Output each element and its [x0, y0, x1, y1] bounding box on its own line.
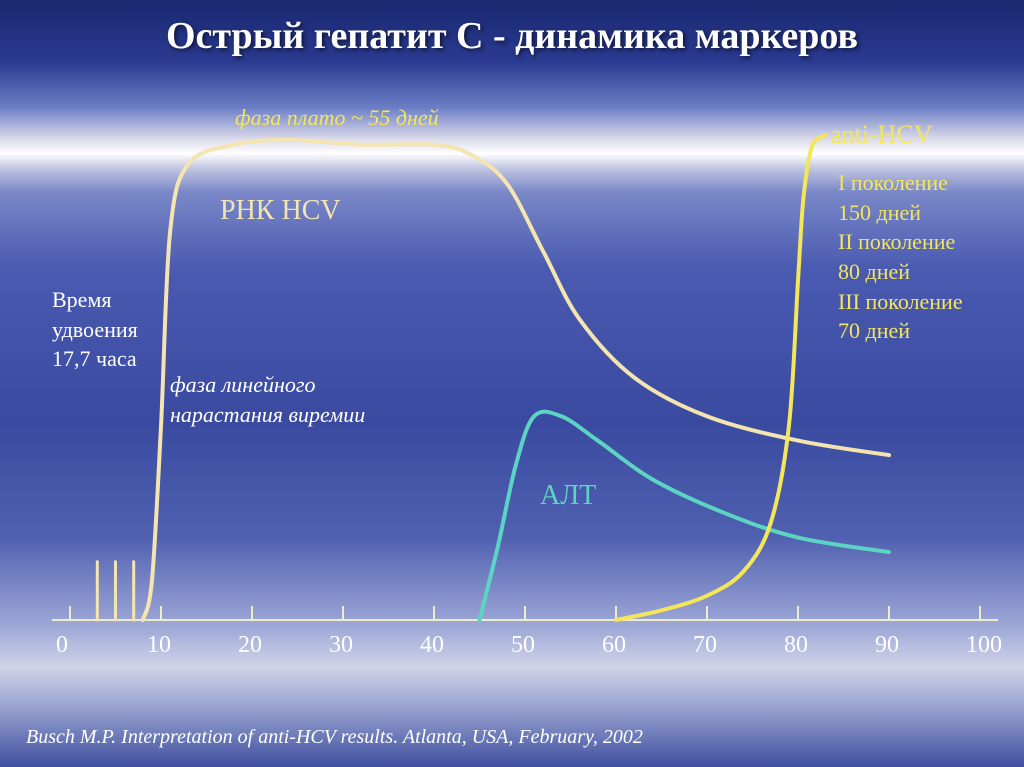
annotation-generations: I поколение 150 дней II поколение 80 дне… [838, 168, 963, 346]
x-tick-label: 20 [238, 632, 262, 659]
x-tick-label: 100 [966, 632, 1002, 659]
x-tick-label: 10 [147, 632, 171, 659]
x-tick-label: 0 [56, 632, 68, 659]
series-label-anti-hcv: anti-HCV [830, 120, 933, 150]
annotation-linear-phase: фаза линейного нарастания виремии [170, 370, 365, 429]
citation: Busch M.P. Interpretation of anti-HCV re… [26, 726, 643, 749]
annotation-plateau: фаза плато ~ 55 дней [235, 105, 439, 131]
series-label-rnk-hcv: РНК HCV [220, 195, 341, 227]
x-tick-label: 90 [875, 632, 899, 659]
series-label-alt: АЛТ [540, 480, 596, 512]
x-tick-label: 40 [420, 632, 444, 659]
x-tick-label: 30 [329, 632, 353, 659]
x-tick-label: 80 [784, 632, 808, 659]
x-tick-label: 60 [602, 632, 626, 659]
x-tick-label: 50 [511, 632, 535, 659]
x-tick-label: 70 [693, 632, 717, 659]
annotation-doubling: Время удвоения 17,7 часа [52, 285, 138, 374]
series-line [480, 412, 890, 620]
series-line [616, 135, 825, 620]
